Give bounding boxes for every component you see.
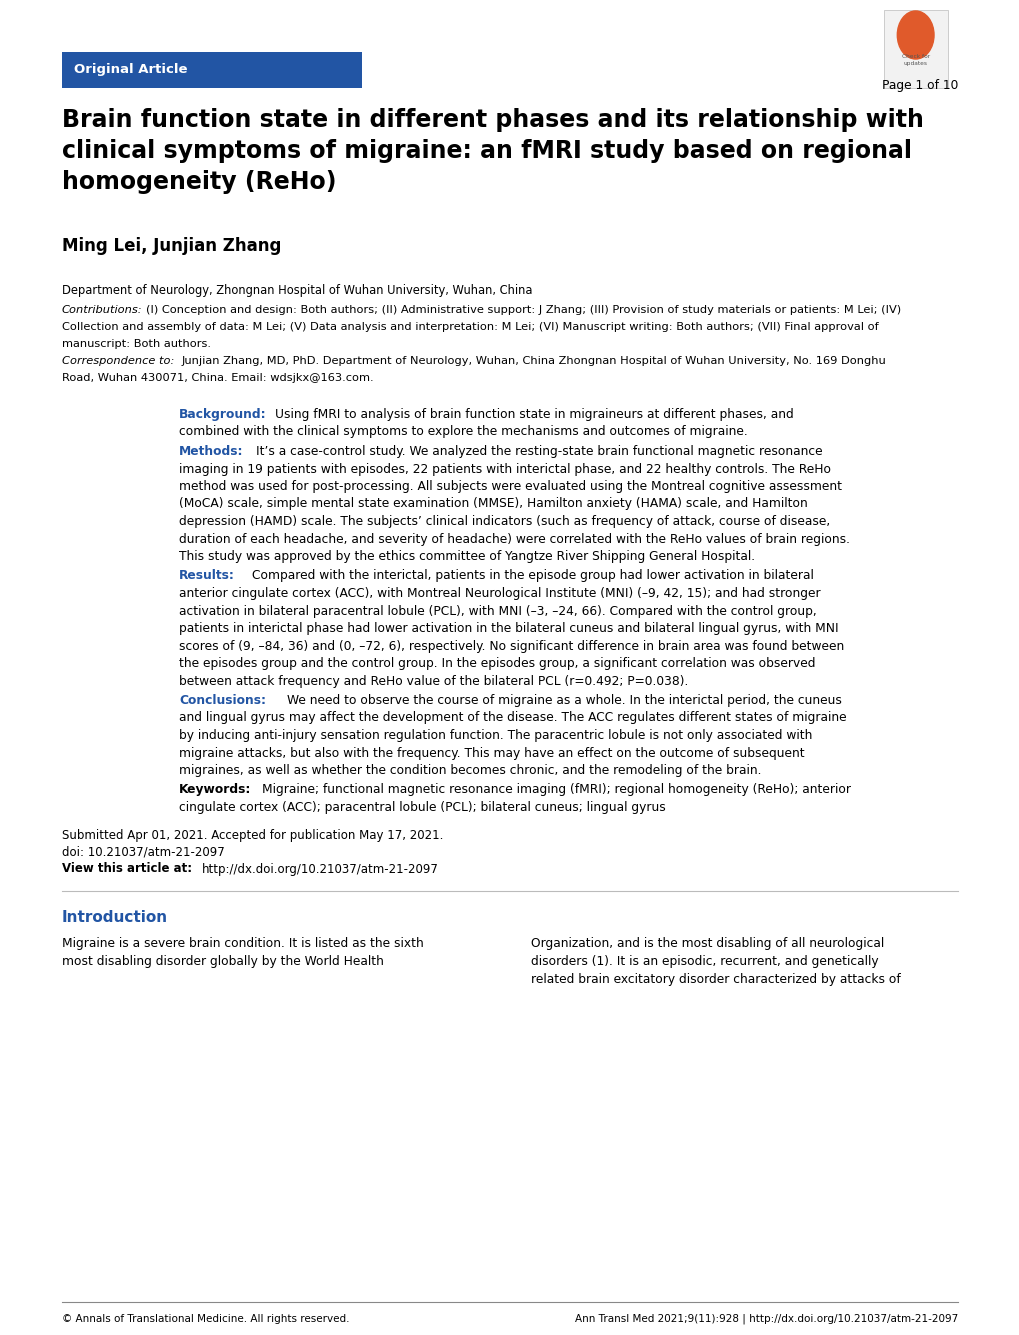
Text: by inducing anti-injury sensation regulation function. The paracentric lobule is: by inducing anti-injury sensation regula… (179, 729, 812, 742)
Text: activation in bilateral paracentral lobule (PCL), with MNI (–3, –24, 66). Compar: activation in bilateral paracentral lobu… (179, 605, 816, 618)
Text: Junjian Zhang, MD, PhD. Department of Neurology, Wuhan, China Zhongnan Hospital : Junjian Zhang, MD, PhD. Department of Ne… (181, 356, 886, 366)
Text: scores of (9, –84, 36) and (0, –72, 6), respectively. No significant difference : scores of (9, –84, 36) and (0, –72, 6), … (179, 639, 844, 653)
Text: migraine attacks, but also with the frequency. This may have an effect on the ou: migraine attacks, but also with the freq… (179, 746, 804, 760)
Text: Background:: Background: (179, 409, 267, 421)
Text: Migraine; functional magnetic resonance imaging (fMRI); regional homogeneity (Re: Migraine; functional magnetic resonance … (262, 784, 850, 797)
Text: imaging in 19 patients with episodes, 22 patients with interictal phase, and 22 : imaging in 19 patients with episodes, 22… (179, 462, 830, 475)
Bar (62, 52, 362, 88)
Text: Department of Neurology, Zhongnan Hospital of Wuhan University, Wuhan, China: Department of Neurology, Zhongnan Hospit… (62, 284, 532, 296)
Text: Submitted Apr 01, 2021. Accepted for publication May 17, 2021.: Submitted Apr 01, 2021. Accepted for pub… (62, 829, 443, 841)
Text: (I) Conception and design: Both authors; (II) Administrative support: J Zhang; (: (I) Conception and design: Both authors;… (146, 304, 900, 315)
Text: Keywords:: Keywords: (179, 784, 252, 797)
Text: migraines, as well as whether the condition becomes chronic, and the remodeling : migraines, as well as whether the condit… (179, 764, 761, 777)
Text: © Annals of Translational Medicine. All rights reserved.: © Annals of Translational Medicine. All … (62, 1314, 350, 1324)
Text: manuscript: Both authors.: manuscript: Both authors. (62, 339, 211, 348)
Text: Methods:: Methods: (179, 445, 244, 458)
Text: duration of each headache, and severity of headache) were correlated with the Re: duration of each headache, and severity … (179, 533, 850, 546)
Text: Conclusions:: Conclusions: (179, 694, 266, 708)
Text: Migraine is a severe brain condition. It is listed as the sixth: Migraine is a severe brain condition. It… (62, 936, 423, 949)
Text: doi: 10.21037/atm-21-2097: doi: 10.21037/atm-21-2097 (62, 845, 224, 858)
Text: Ming Lei, Junjian Zhang: Ming Lei, Junjian Zhang (62, 238, 281, 255)
Text: Introduction: Introduction (62, 910, 168, 925)
Text: Organization, and is the most disabling of all neurological: Organization, and is the most disabling … (531, 936, 883, 949)
Text: combined with the clinical symptoms to explore the mechanisms and outcomes of mi: combined with the clinical symptoms to e… (179, 426, 747, 438)
Text: Page 1 of 10: Page 1 of 10 (880, 79, 957, 92)
Text: Correspondence to:: Correspondence to: (62, 356, 174, 366)
Bar (882, 9, 947, 88)
Text: disorders (1). It is an episodic, recurrent, and genetically: disorders (1). It is an episodic, recurr… (531, 955, 878, 968)
Text: between attack frequency and ReHo value of the bilateral PCL (r=0.492; P=0.038).: between attack frequency and ReHo value … (179, 674, 688, 688)
Text: We need to observe the course of migraine as a whole. In the interictal period, : We need to observe the course of migrain… (287, 694, 842, 708)
Text: Collection and assembly of data: M Lei; (V) Data analysis and interpretation: M : Collection and assembly of data: M Lei; … (62, 322, 878, 332)
Text: depression (HAMD) scale. The subjects’ clinical indicators (such as frequency of: depression (HAMD) scale. The subjects’ c… (179, 515, 829, 529)
Text: Contributions:: Contributions: (62, 304, 143, 315)
Text: anterior cingulate cortex (ACC), with Montreal Neurological Institute (MNI) (–9,: anterior cingulate cortex (ACC), with Mo… (179, 587, 820, 599)
Text: and lingual gyrus may affect the development of the disease. The ACC regulates d: and lingual gyrus may affect the develop… (179, 712, 846, 725)
Text: (MoCA) scale, simple mental state examination (MMSE), Hamilton anxiety (HAMA) sc: (MoCA) scale, simple mental state examin… (179, 498, 807, 510)
Text: Brain function state in different phases and its relationship with
clinical symp: Brain function state in different phases… (62, 108, 923, 195)
Text: cingulate cortex (ACC); paracentral lobule (PCL); bilateral cuneus; lingual gyru: cingulate cortex (ACC); paracentral lobu… (179, 801, 665, 814)
Text: Results:: Results: (179, 570, 235, 582)
Text: This study was approved by the ethics committee of Yangtze River Shipping Genera: This study was approved by the ethics co… (179, 550, 755, 563)
Text: most disabling disorder globally by the World Health: most disabling disorder globally by the … (62, 955, 383, 968)
Text: View this article at:: View this article at: (62, 862, 192, 876)
Text: Using fMRI to analysis of brain function state in migraineurs at different phase: Using fMRI to analysis of brain function… (275, 409, 793, 421)
Text: http://dx.doi.org/10.21037/atm-21-2097: http://dx.doi.org/10.21037/atm-21-2097 (202, 862, 438, 876)
Text: Check for
updates: Check for updates (901, 55, 929, 65)
Text: Ann Transl Med 2021;9(11):928 | http://dx.doi.org/10.21037/atm-21-2097: Ann Transl Med 2021;9(11):928 | http://d… (574, 1314, 957, 1324)
Text: Road, Wuhan 430071, China. Email: wdsjkx@163.com.: Road, Wuhan 430071, China. Email: wdsjkx… (62, 372, 373, 383)
Text: method was used for post-processing. All subjects were evaluated using the Montr: method was used for post-processing. All… (179, 481, 842, 493)
Text: Compared with the interictal, patients in the episode group had lower activation: Compared with the interictal, patients i… (252, 570, 813, 582)
Text: It’s a case-control study. We analyzed the resting-state brain functional magnet: It’s a case-control study. We analyzed t… (256, 445, 821, 458)
Text: patients in interictal phase had lower activation in the bilateral cuneus and bi: patients in interictal phase had lower a… (179, 622, 838, 635)
Text: related brain excitatory disorder characterized by attacks of: related brain excitatory disorder charac… (531, 972, 901, 985)
Circle shape (897, 11, 933, 59)
Text: Original Article: Original Article (74, 64, 187, 76)
Text: the episodes group and the control group. In the episodes group, a significant c: the episodes group and the control group… (179, 657, 815, 670)
